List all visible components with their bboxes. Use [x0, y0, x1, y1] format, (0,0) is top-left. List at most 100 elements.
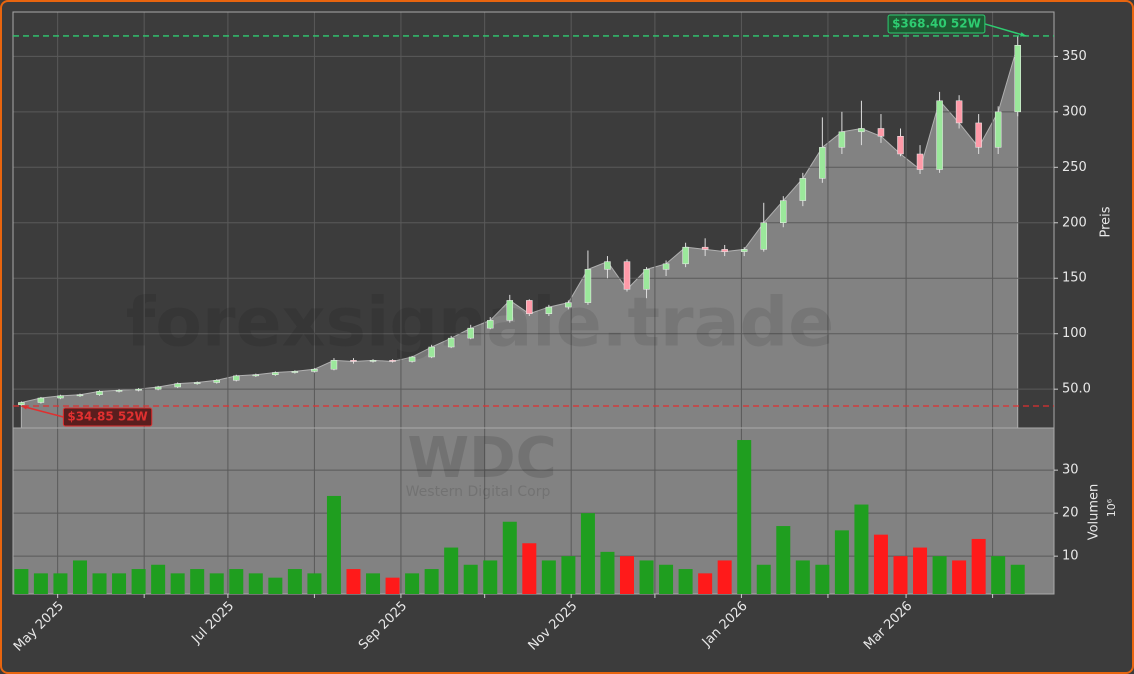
volume-bar [502, 521, 517, 594]
volume-bar [893, 556, 908, 594]
volume-bar [229, 569, 244, 594]
y-tick-label: 150 [1062, 271, 1087, 286]
candle-body [994, 111, 1002, 148]
volume-bar [991, 556, 1006, 594]
volume-bar [248, 573, 263, 594]
candle-body [486, 320, 494, 329]
volume-bar [209, 573, 224, 594]
candle-body [18, 402, 25, 405]
candle-body [447, 337, 455, 348]
candle-body [193, 382, 201, 384]
volume-bar [190, 569, 205, 594]
volume-bar [326, 495, 341, 594]
watermark-symbol: WDC [407, 426, 556, 491]
candle-body [604, 261, 611, 270]
volume-bar [971, 538, 986, 594]
candle-body [858, 128, 865, 133]
candle-body [701, 246, 709, 250]
volume-bar [33, 573, 48, 594]
candle-body [428, 346, 435, 358]
candle-body [897, 135, 904, 155]
candle-body [291, 371, 299, 373]
candle-body [389, 360, 396, 362]
volume-bar [424, 569, 439, 594]
candle-body [955, 100, 963, 124]
x-tick-label: Jul 2025 [188, 599, 237, 648]
y-tick-label: 100 [1062, 326, 1087, 341]
volume-bar [854, 504, 869, 594]
candle-body [643, 269, 650, 290]
volume-bar [131, 569, 146, 594]
candle-body [740, 249, 748, 252]
y-tick-label: 200 [1062, 215, 1087, 230]
candle-body [154, 386, 162, 390]
candle-body [819, 147, 826, 179]
volume-axis-label: Volumen [1087, 484, 1102, 541]
volume-bar [737, 440, 752, 594]
volume-bar [385, 577, 400, 594]
candle-body [936, 100, 943, 170]
volume-bar [795, 560, 810, 594]
candle-body [408, 356, 416, 362]
volume-bar [53, 573, 68, 594]
candle-body [721, 249, 728, 252]
candle-body [467, 327, 474, 339]
y-tick-label: 250 [1062, 160, 1087, 175]
volume-bar [678, 569, 693, 594]
candle-body [135, 388, 142, 391]
candle-body [115, 390, 123, 392]
watermark: forexsignale.trade [126, 284, 835, 363]
y-axis-label: Preis [1099, 206, 1114, 237]
annotation-arrowhead [21, 405, 28, 410]
candle-body [780, 200, 787, 224]
x-tick-label: Nov 2025 [526, 599, 581, 654]
volume-bar [92, 573, 107, 594]
candle-body [37, 397, 45, 403]
y-tick-label: 20 [1062, 506, 1079, 521]
candle-body [526, 300, 533, 314]
candle-body [584, 269, 592, 303]
candle-body [838, 131, 846, 148]
candle-body [213, 380, 220, 383]
volume-bar [619, 556, 634, 594]
volume-bar [366, 573, 381, 594]
volume-bar [834, 530, 849, 594]
volume-bar [913, 547, 928, 594]
y-tick-label: 300 [1062, 104, 1087, 119]
volume-bar [483, 560, 498, 594]
candle-body [760, 222, 767, 250]
candle-body [916, 153, 924, 170]
candle-body [76, 394, 84, 397]
candle-body [545, 306, 553, 314]
volume-bar [756, 564, 771, 594]
candle-body [877, 128, 885, 137]
candle-body [1014, 45, 1021, 113]
y-tick-label: 350 [1062, 49, 1087, 64]
candle-body [350, 360, 357, 362]
watermark-company: Western Digital Corp [406, 484, 551, 500]
candle-body [369, 360, 377, 362]
candle-body [252, 374, 260, 377]
candle-body [311, 368, 318, 372]
volume-bar [72, 560, 87, 594]
volume-bar [600, 551, 615, 594]
candle-body [174, 383, 181, 388]
candle-body [799, 178, 807, 201]
volume-bar [268, 577, 283, 594]
volume-bar [698, 573, 713, 594]
volume-bar [444, 547, 459, 594]
candle-body [975, 122, 982, 148]
candle-body [233, 375, 240, 381]
candle-body [565, 302, 572, 308]
volume-unit: 10⁶ [1105, 498, 1118, 517]
x-tick-label: Sep 2025 [356, 599, 410, 653]
candle-body [506, 300, 514, 321]
volume-bar [639, 560, 654, 594]
x-tick-label: Mar 2026 [861, 599, 915, 653]
annotation-label: $34.85 52W [67, 409, 147, 423]
volume-bar [659, 564, 674, 594]
volume-bar [815, 564, 830, 594]
annotation-label: $368.40 52W [892, 16, 981, 30]
volume-bar [346, 569, 361, 594]
